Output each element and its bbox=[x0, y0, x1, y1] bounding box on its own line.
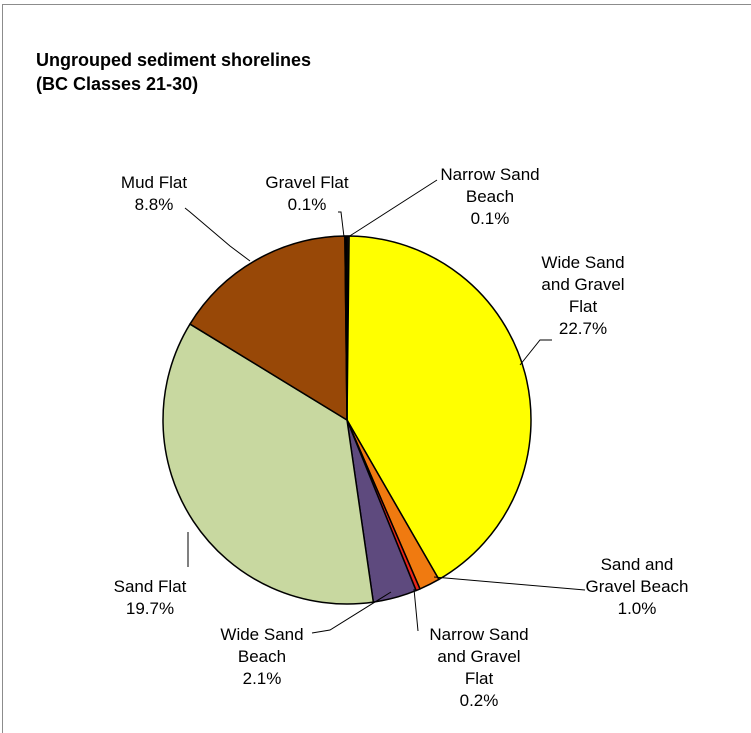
slice-label-sand-flat: Sand Flat 19.7% bbox=[114, 577, 187, 618]
chart-title-line-1: Ungrouped sediment shorelines bbox=[36, 50, 312, 70]
leader-line-wide-sand-and-gravel-flat bbox=[519, 339, 552, 366]
slice-label-mud-flat: Mud Flat 8.8% bbox=[121, 173, 187, 214]
pie-slices bbox=[162, 235, 532, 605]
leader-line-narrow-sand-beach bbox=[347, 179, 438, 238]
slice-labels: Narrow Sand Beach 0.1%Wide Sand and Gravel F… bbox=[114, 165, 689, 710]
slice-label-wide-sand-and-gravel-flat: Wide Sand and Gravel Flat 22.7% bbox=[541, 253, 624, 338]
leader-line-narrow-sand-and-gravel-flat bbox=[413, 588, 419, 632]
pie-slice-gravel-flat bbox=[344, 235, 348, 421]
leader-lines bbox=[184, 179, 586, 634]
pie-slice-mud-flat bbox=[189, 235, 348, 421]
pie-slice-sand-flat bbox=[162, 323, 375, 605]
leader-line-gravel-flat bbox=[338, 211, 345, 238]
slice-label-gravel-flat: Gravel Flat 0.1% bbox=[265, 173, 348, 214]
leader-line-sand-and-gravel-beach bbox=[433, 576, 586, 591]
chart-title: Ungrouped sediment shorelines (BC Classe… bbox=[36, 48, 311, 96]
pie-slice-wide-sand-and-gravel-flat bbox=[346, 235, 532, 581]
slice-label-wide-sand-beach: Wide Sand Beach 2.1% bbox=[220, 625, 303, 688]
slice-label-narrow-sand-and-gravel-flat: Narrow Sand and Gravel Flat 0.2% bbox=[429, 625, 528, 710]
slice-label-sand-and-gravel-beach: Sand and Gravel Beach 1.0% bbox=[586, 555, 689, 618]
leader-line-mud-flat bbox=[184, 207, 251, 262]
leader-line-wide-sand-beach bbox=[311, 591, 392, 634]
chart-title-line-2: (BC Classes 21-30) bbox=[36, 74, 199, 94]
chart-frame bbox=[2, 4, 751, 733]
slice-label-narrow-sand-beach: Narrow Sand Beach 0.1% bbox=[440, 165, 539, 228]
